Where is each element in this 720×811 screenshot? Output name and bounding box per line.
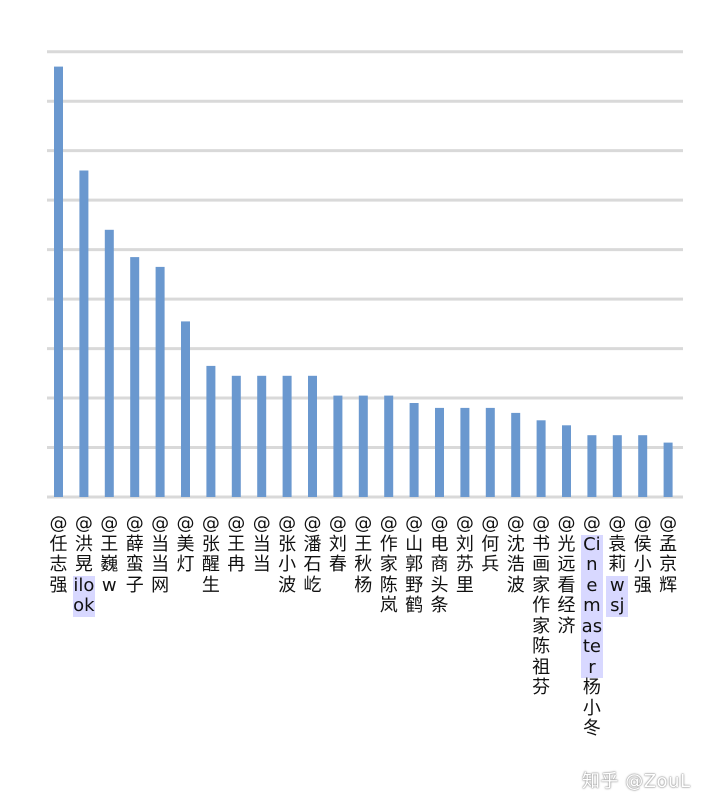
category-label: @沈浩波 [506, 513, 525, 596]
bar [181, 321, 190, 497]
bar [485, 407, 495, 497]
bar [79, 170, 89, 497]
category-label: @当当网 [151, 513, 170, 596]
category-label: @洪晃 ilook [72, 513, 95, 617]
bar [663, 442, 673, 497]
category-label: @ Cinemaster 杨小冬 [580, 513, 603, 739]
bar [130, 257, 140, 497]
bar [54, 66, 63, 497]
bar [231, 375, 241, 497]
category-label: @电商头条 [430, 513, 449, 616]
bar [333, 395, 343, 497]
bar [409, 403, 419, 497]
category-label: @袁莉 wsj [606, 513, 629, 617]
category-label: @任志强 [49, 513, 68, 596]
bar [104, 229, 114, 498]
gridlines [47, 50, 683, 499]
bar [282, 375, 292, 497]
bar [155, 266, 165, 497]
bars [54, 66, 673, 498]
category-label: @何兵 [481, 513, 500, 575]
category-label: @美灯 [176, 513, 195, 575]
bar [308, 375, 317, 497]
bar [435, 407, 444, 497]
category-label: @山郭野鹤 [405, 513, 424, 616]
category-label: @张小波 [278, 513, 297, 596]
category-label: @作家陈岚 [379, 513, 398, 616]
category-label: @薛蛮子 [125, 513, 144, 596]
category-label: @当当 [252, 513, 271, 575]
category-label: @侯小强 [633, 513, 652, 596]
bar [358, 395, 368, 497]
category-label: @书画家作家陈祖芬 [532, 513, 551, 698]
category-label: @张醒生 [201, 513, 220, 596]
bar [612, 435, 622, 497]
bar [460, 407, 470, 497]
category-label: @刘苏里 [455, 513, 474, 596]
bar [536, 420, 546, 497]
category-label: @王冉 [227, 513, 246, 575]
bar [587, 435, 597, 497]
bar [257, 375, 267, 497]
bar [384, 395, 394, 497]
category-label: @王秋杨 [354, 513, 373, 596]
category-label: @孟京辉 [659, 513, 678, 596]
bar [638, 435, 648, 497]
watermark: 知乎 @ZouL [582, 771, 691, 792]
category-label: @光远看经济 [557, 513, 576, 637]
bar [206, 365, 216, 497]
bar [562, 425, 571, 497]
category-label: @王巍w [100, 513, 119, 596]
category-label: @潘石屹 [303, 513, 322, 596]
category-label: @刘春 [328, 513, 347, 575]
bar [511, 412, 521, 497]
